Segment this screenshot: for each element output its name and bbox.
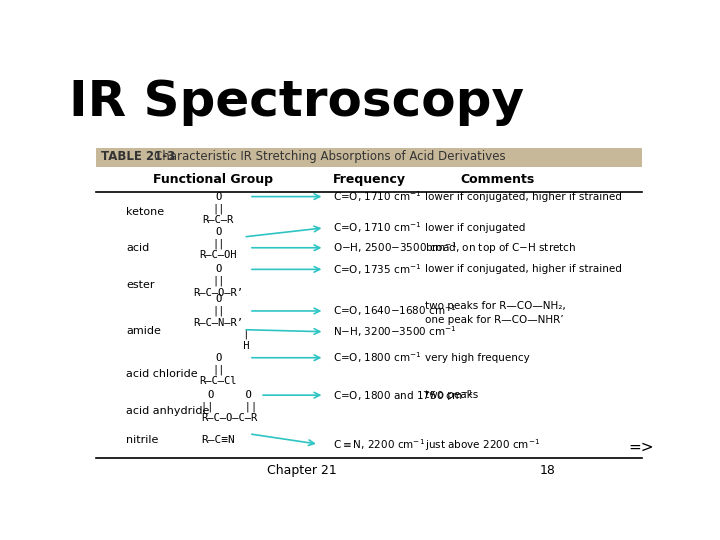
Text: Chapter 21: Chapter 21: [267, 464, 337, 477]
Text: ||: ||: [212, 306, 225, 316]
Text: Frequency: Frequency: [333, 173, 405, 186]
Text: O: O: [215, 227, 222, 237]
Text: two peaks for R—CO—NH₂,
one peak for R—CO—NHR’: two peaks for R—CO—NH₂, one peak for R—C…: [425, 301, 565, 325]
Text: acid chloride: acid chloride: [126, 368, 198, 379]
Text: lower if conjugated, higher if strained: lower if conjugated, higher if strained: [425, 192, 621, 201]
Text: acid anhydride: acid anhydride: [126, 406, 210, 416]
Text: nitrile: nitrile: [126, 435, 158, 445]
Text: N$-$H, 3200$-$3500 cm$^{-1}$: N$-$H, 3200$-$3500 cm$^{-1}$: [333, 325, 456, 339]
Text: R—C—O—C—R: R—C—O—C—R: [202, 414, 258, 423]
Text: C=O, 1800 cm$^{-1}$: C=O, 1800 cm$^{-1}$: [333, 350, 421, 365]
Text: acid: acid: [126, 243, 150, 253]
Text: lower if conjugated, higher if strained: lower if conjugated, higher if strained: [425, 265, 621, 274]
Text: broad, on top of C$-$H stretch: broad, on top of C$-$H stretch: [425, 241, 576, 255]
Text: ||: ||: [212, 203, 225, 213]
FancyBboxPatch shape: [96, 148, 642, 167]
Text: TABLE 21-3: TABLE 21-3: [101, 150, 176, 163]
Text: Comments: Comments: [460, 173, 534, 186]
Text: just above 2200 cm$^{-1}$: just above 2200 cm$^{-1}$: [425, 437, 540, 453]
Text: C=O, 1710 cm$^{-1}$: C=O, 1710 cm$^{-1}$: [333, 220, 421, 235]
Text: O: O: [215, 294, 222, 305]
Text: O: O: [215, 192, 222, 201]
Text: C=O, 1800 and 1750 cm$^{-1}$: C=O, 1800 and 1750 cm$^{-1}$: [333, 388, 474, 402]
Text: |: |: [187, 329, 250, 340]
Text: R—C≡N: R—C≡N: [202, 435, 235, 445]
Text: O: O: [215, 353, 222, 363]
Text: IR Spectroscopy: IR Spectroscopy: [69, 78, 524, 126]
Text: ||: ||: [212, 276, 225, 286]
Text: very high frequency: very high frequency: [425, 353, 529, 363]
Text: Characteristic IR Stretching Absorptions of Acid Derivatives: Characteristic IR Stretching Absorptions…: [154, 150, 505, 163]
Text: ||: ||: [212, 364, 225, 375]
Text: O     O: O O: [207, 390, 251, 400]
Text: R—C—R: R—C—R: [203, 215, 234, 225]
Text: C=O, 1710 cm$^{-1}$: C=O, 1710 cm$^{-1}$: [333, 189, 421, 204]
Text: ||     ||: || ||: [202, 402, 258, 412]
Text: R—C—N—R’: R—C—N—R’: [194, 318, 243, 328]
Text: ketone: ketone: [126, 207, 164, 218]
Text: R—C—O—R’: R—C—O—R’: [194, 288, 243, 298]
Text: amide: amide: [126, 326, 161, 336]
Text: R—C—Cl: R—C—Cl: [199, 376, 237, 386]
Text: C$\equiv$N, 2200 cm$^{-1}$: C$\equiv$N, 2200 cm$^{-1}$: [333, 437, 425, 453]
Text: 18: 18: [539, 464, 556, 477]
Text: Functional Group: Functional Group: [153, 173, 273, 186]
Text: C=O, 1640$-$1680 cm$^{-1}$: C=O, 1640$-$1680 cm$^{-1}$: [333, 303, 456, 319]
Text: O$-$H, 2500$-$3500 cm$^{-1}$: O$-$H, 2500$-$3500 cm$^{-1}$: [333, 240, 456, 255]
Text: ||: ||: [212, 238, 225, 249]
Text: ester: ester: [126, 280, 155, 290]
Text: R—C—OH: R—C—OH: [199, 250, 237, 260]
Text: =>: =>: [629, 440, 654, 455]
Text: H: H: [187, 341, 250, 351]
Text: lower if conjugated: lower if conjugated: [425, 223, 525, 233]
Text: O: O: [215, 265, 222, 274]
Text: two peaks: two peaks: [425, 390, 478, 400]
Text: C=O, 1735 cm$^{-1}$: C=O, 1735 cm$^{-1}$: [333, 262, 421, 277]
